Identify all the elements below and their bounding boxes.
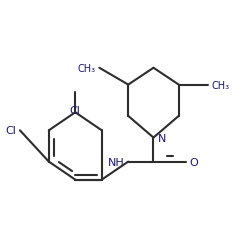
Text: CH₃: CH₃	[211, 80, 229, 90]
Text: Cl: Cl	[6, 126, 16, 136]
Text: O: O	[189, 157, 198, 167]
Text: Cl: Cl	[70, 106, 81, 116]
Text: N: N	[158, 133, 166, 143]
Text: CH₃: CH₃	[78, 64, 96, 74]
Text: NH: NH	[108, 157, 125, 167]
